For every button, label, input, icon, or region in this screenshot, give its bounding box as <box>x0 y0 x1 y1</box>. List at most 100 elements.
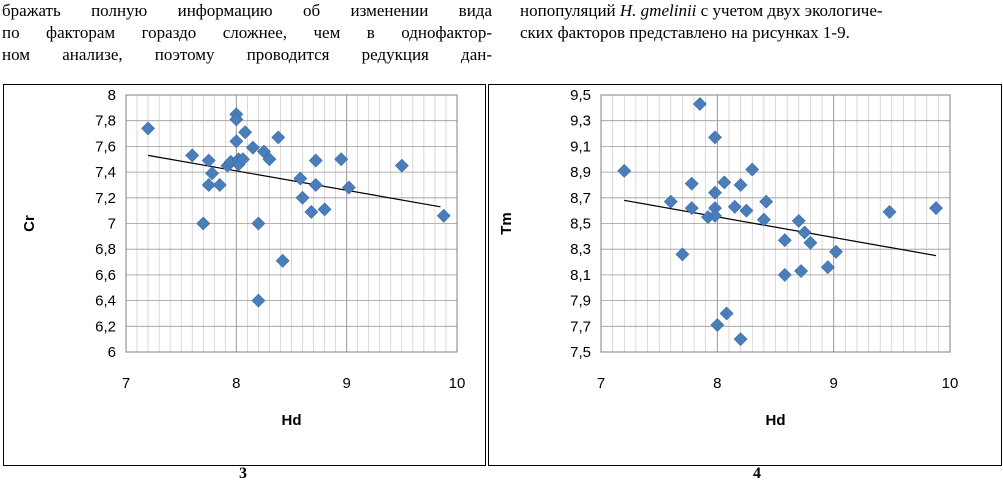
y-tick-label: 6,8 <box>95 241 116 258</box>
data-point <box>317 202 332 217</box>
data-point <box>245 140 260 155</box>
plot-area: 6 6,2 6,4 6,6 6,8 7 7,2 7,4 7,6 7,8 8 7 8 9 10 <box>95 87 465 392</box>
y-tick-label: 6,2 <box>95 318 116 335</box>
y-tick-label: 7,4 <box>95 164 116 181</box>
y-tick-label: 7,2 <box>95 190 116 207</box>
x-tick-label: 10 <box>942 375 959 392</box>
data-point <box>675 247 690 262</box>
left-text-line-3: ном анализе, поэтому проводится редукция… <box>2 45 492 64</box>
data-point <box>791 214 806 228</box>
data-point <box>436 208 451 223</box>
data-point <box>229 134 244 149</box>
data-point <box>201 153 216 168</box>
right-line1-prefix: нопопуляций <box>520 1 620 20</box>
data-point <box>777 233 792 248</box>
data-point <box>708 185 722 200</box>
data-point <box>251 293 266 308</box>
x-tick-label: 8 <box>232 375 240 392</box>
y-tick-label: 7,6 <box>95 138 116 155</box>
y-tick-label: 6,4 <box>95 293 116 310</box>
data-point <box>185 148 200 163</box>
data-point <box>275 253 290 268</box>
left-text-line-2: по факторам гораздо сложнее, чем в одноф… <box>2 23 492 42</box>
x-axis-title: Hd <box>282 412 302 429</box>
y-tick-label: 6,6 <box>95 267 116 284</box>
species-name: H. gmelinii <box>619 1 697 20</box>
x-tick-label: 8 <box>713 375 721 392</box>
y-axis-title: Cr <box>21 215 38 232</box>
y-tick-label: 6 <box>108 344 116 361</box>
data-point <box>739 203 754 218</box>
chart-tm-vs-hd: 7,5 7,7 7,9 8,1 8,3 8,5 8,7 8,9 9,1 9,3 9,5 7 8 9 10 Hd… <box>498 87 958 429</box>
x-tick-label: 7 <box>597 375 605 392</box>
y-tick-label: 7 <box>108 216 116 233</box>
figure-caption-3: 3 <box>239 465 247 482</box>
y-tick-label: 8,9 <box>570 164 591 181</box>
data-point <box>727 199 742 214</box>
x-tick-label: 7 <box>122 375 130 392</box>
data-point <box>719 306 734 321</box>
y-tick-label: 9,5 <box>570 87 591 104</box>
chart-cr-vs-hd: 6 6,2 6,4 6,6 6,8 7 7,2 7,4 7,6 7,8 8 7 8 9 10 Hd Cr <box>21 87 465 429</box>
data-point <box>262 152 277 167</box>
data-point <box>229 112 244 127</box>
data-point <box>205 166 219 181</box>
data-point <box>794 264 809 278</box>
right-line1-suffix: с учетом двух экологиче- <box>696 1 883 20</box>
y-tick-label: 8,5 <box>570 216 591 233</box>
data-point <box>733 178 748 192</box>
data-point <box>308 153 323 168</box>
data-point <box>304 205 319 219</box>
data-point <box>196 216 211 231</box>
data-point <box>929 201 943 216</box>
trend-line <box>147 154 441 208</box>
x-axis-title: Hd <box>766 412 786 429</box>
data-point <box>394 158 409 173</box>
data-point <box>710 318 725 332</box>
y-tick-label: 7,9 <box>570 293 591 310</box>
right-text-line-1: нопопуляций H. gmelinii с учетом двух эк… <box>520 0 990 22</box>
y-axis-title: Tm <box>498 212 515 235</box>
y-tick-label: 7,8 <box>95 113 116 130</box>
chart-panel-cr: 6 6,2 6,4 6,6 6,8 7 7,2 7,4 7,6 7,8 8 7 8 9 10 Hd Cr <box>3 84 486 466</box>
chart-panel-tm: 7,5 7,7 7,9 8,1 8,3 8,5 8,7 8,9 9,1 9,3 9,5 7 8 9 10 Hd… <box>488 84 1002 466</box>
data-point <box>708 208 722 223</box>
figure-caption-4: 4 <box>753 465 761 482</box>
data-point <box>201 178 216 192</box>
data-point <box>820 260 835 275</box>
data-point <box>708 130 722 145</box>
data-point <box>308 178 323 192</box>
data-point <box>251 216 266 231</box>
y-tick-label: 8,7 <box>570 190 591 207</box>
data-point <box>141 121 155 136</box>
y-tick-label: 8 <box>108 87 116 104</box>
data-point <box>797 225 812 240</box>
y-tick-label: 9,3 <box>570 113 591 130</box>
data-point <box>295 190 310 205</box>
data-point <box>692 97 707 111</box>
left-text-column: бражать полную информацию об изменении в… <box>2 0 492 66</box>
plot-area: 7,5 7,7 7,9 8,1 8,3 8,5 8,7 8,9 9,1 9,3 9,5 7 8 9 10 <box>570 87 958 392</box>
plot-frame <box>125 94 458 353</box>
data-point <box>777 267 792 282</box>
data-point <box>663 194 678 209</box>
data-point <box>882 205 897 219</box>
data-point <box>293 171 308 186</box>
y-tick-label: 7,7 <box>570 318 591 335</box>
left-text-line-1: бражать полную информацию об изменении в… <box>2 1 492 20</box>
right-text-line-2: ских факторов представлено на рисунках 1… <box>520 23 850 42</box>
data-point <box>238 125 253 140</box>
data-point <box>803 235 818 250</box>
data-point <box>334 152 349 167</box>
data-point <box>684 201 699 216</box>
data-point <box>684 176 699 191</box>
data-point <box>212 178 227 192</box>
data-point <box>236 152 250 167</box>
y-tick-label: 9,1 <box>570 138 591 155</box>
x-tick-label: 10 <box>449 375 466 392</box>
x-tick-label: 9 <box>829 375 837 392</box>
y-tick-label: 8,1 <box>570 267 591 284</box>
data-point <box>733 332 748 347</box>
y-tick-label: 8,3 <box>570 241 591 258</box>
data-point <box>756 212 771 227</box>
